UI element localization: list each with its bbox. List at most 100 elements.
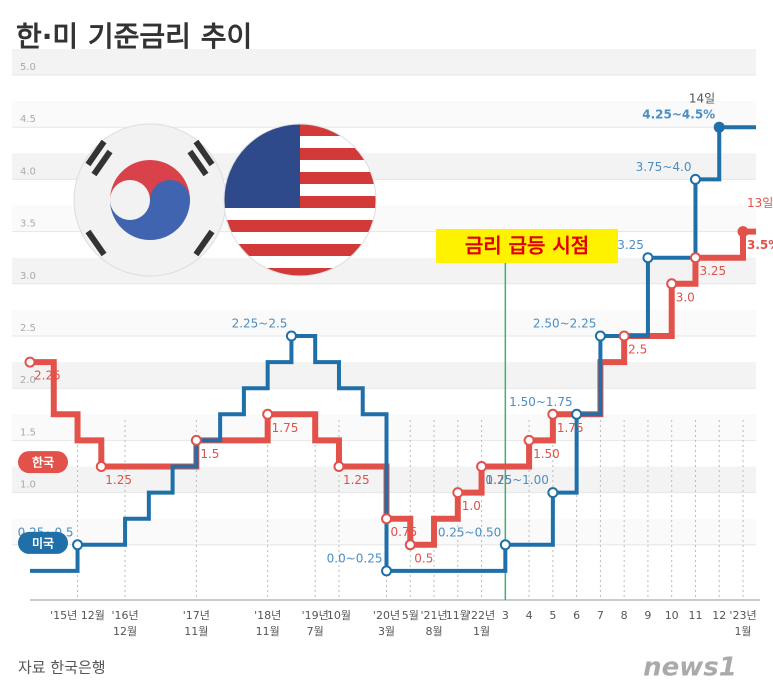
x-tick-label: '17년 [183, 609, 210, 622]
point-marker [476, 461, 488, 472]
point-marker [72, 539, 84, 551]
x-tick-label: '23년 [729, 609, 756, 622]
value-label: 0.25~0.50 [438, 525, 502, 539]
x-tick-label: 11 [688, 609, 702, 622]
korea-flag [73, 123, 227, 277]
value-label: 1.5 [200, 447, 219, 461]
x-tick-label: '19년 [302, 609, 329, 622]
y-tick-label: 3.0 [20, 271, 36, 282]
x-tick-label: 6 [573, 609, 580, 622]
x-tick-label: 10월 [327, 609, 351, 622]
y-tick-label: 1.0 [20, 480, 36, 491]
highlight-box [436, 229, 618, 263]
legend-pill [18, 451, 68, 474]
value-label: 2.5 [628, 343, 647, 357]
point-marker [381, 513, 392, 525]
point-marker [547, 408, 559, 420]
x-tick-label: 4 [526, 609, 533, 622]
value-label: 0.5 [414, 551, 433, 565]
x-tick-label: 10 [665, 609, 679, 622]
x-tick-label: 7 [597, 609, 604, 622]
point-marker [262, 408, 274, 420]
y-tick-label: 4.0 [20, 166, 36, 177]
y-tick-label: 3.5 [20, 219, 36, 230]
value-label: 1.25 [105, 473, 132, 487]
point-marker [713, 121, 725, 133]
value-label: 1.25 [343, 473, 370, 487]
value-label: 3.25 [699, 264, 726, 278]
point-marker [523, 434, 535, 446]
point-marker [499, 539, 511, 551]
legend-label: 한국 [32, 455, 54, 470]
logo: news1 [643, 653, 737, 683]
chart-title: 한·미 기준금리 추이 [16, 20, 252, 53]
point-marker [452, 487, 464, 499]
grid-band [12, 101, 756, 128]
x-tick-label: 11월 [446, 609, 470, 622]
point-marker [24, 356, 36, 368]
legend-label: 미국 [32, 535, 54, 550]
grid-band [12, 362, 756, 389]
point-marker [618, 330, 630, 342]
x-tick-label: 5월 [402, 609, 419, 622]
point-marker [571, 408, 583, 420]
point-marker [642, 252, 654, 264]
value-label: 2.25~2.5 [232, 317, 288, 331]
highlight-label: 금리 급등 시점 [465, 234, 589, 258]
y-tick-label: 1.5 [20, 427, 36, 438]
value-label: 0.75~1.00 [485, 473, 549, 487]
x-tick-label: 5 [549, 609, 556, 622]
x-tick-label: 1월 [734, 625, 751, 638]
value-label: 3.5% [747, 238, 773, 252]
value-label: 3.0 [676, 290, 695, 304]
x-tick-label: '16년 [111, 609, 138, 622]
x-tick-label: 12 [712, 609, 726, 622]
x-tick-label: '21년 [420, 609, 447, 622]
x-tick-label: 11월 [184, 625, 208, 638]
date-annotation: 13일 [747, 196, 773, 210]
date-annotation: 14일 [689, 92, 715, 106]
x-tick-label: 9 [644, 609, 651, 622]
point-marker [547, 487, 559, 499]
x-tick-label: '22년 [468, 609, 495, 622]
x-tick-label: 8 [621, 609, 628, 622]
value-label: 0.75 [391, 525, 418, 539]
point-marker [689, 252, 701, 264]
grid: 0.5 1.0 1.5 2.0 2.5 3.0 3.5 4.0 4.5 5.0 [12, 48, 756, 600]
grid-band [12, 414, 756, 441]
us-flag [223, 123, 377, 277]
value-label: 2.25 [34, 369, 61, 383]
x-tick-label: 11월 [256, 625, 280, 638]
x-tick-label: 3 [502, 609, 509, 622]
x-tick-label: 8월 [425, 625, 442, 638]
value-label: 1.50~1.75 [509, 395, 573, 409]
point-marker [190, 434, 202, 446]
x-tick-label: '15년 12월 [50, 609, 105, 622]
point-marker [381, 565, 392, 577]
y-tick-label: 5.0 [20, 62, 36, 73]
value-label: 0.0~0.25 [327, 551, 383, 565]
point-marker [594, 330, 606, 342]
x-tick-label: 7월 [307, 625, 324, 638]
point-marker [333, 461, 345, 472]
x-tick-label: 3월 [378, 625, 395, 638]
point-marker [404, 539, 416, 551]
y-tick-label: 4.5 [20, 114, 36, 125]
legend-pill [18, 531, 68, 554]
value-label: 1.25 [486, 473, 513, 487]
point-marker [737, 226, 749, 238]
value-label: 3.75~4.0 [636, 160, 692, 174]
value-label: 1.50 [533, 447, 560, 461]
value-label: 1.0 [462, 499, 481, 513]
source: 자료 한국은행 [18, 659, 106, 677]
value-label: 1.75 [557, 421, 584, 435]
value-label: 2.50~2.25 [533, 317, 597, 331]
grid-band [12, 48, 756, 75]
series-line [30, 125, 756, 573]
point-marker [689, 173, 701, 185]
value-label: 1.75 [272, 421, 299, 435]
x-tick-label: 1월 [473, 625, 490, 638]
y-tick-label: 2.0 [20, 375, 36, 386]
x-tick-label: '18년 [254, 609, 281, 622]
